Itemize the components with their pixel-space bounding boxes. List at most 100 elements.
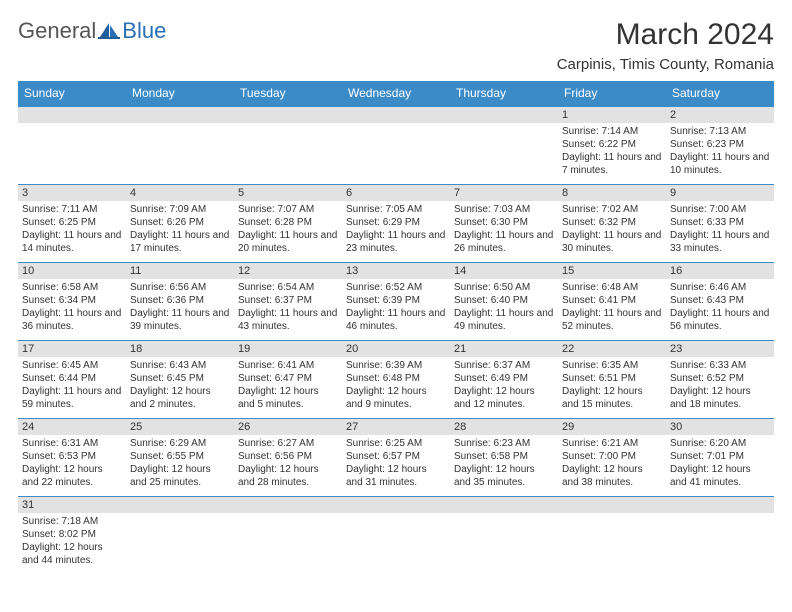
sunrise-text: Sunrise: 7:02 AM bbox=[562, 203, 662, 216]
sunrise-text: Sunrise: 6:31 AM bbox=[22, 437, 122, 450]
calendar-day-cell: 29Sunrise: 6:21 AMSunset: 7:00 PMDayligh… bbox=[558, 418, 666, 496]
day-content: Sunrise: 7:09 AMSunset: 6:26 PMDaylight:… bbox=[126, 201, 234, 259]
calendar-day-cell bbox=[126, 496, 234, 574]
sunset-text: Sunset: 6:36 PM bbox=[130, 294, 230, 307]
sunrise-text: Sunrise: 7:18 AM bbox=[22, 515, 122, 528]
daylight-text: Daylight: 12 hours and 41 minutes. bbox=[670, 463, 770, 489]
calendar-day-cell: 17Sunrise: 6:45 AMSunset: 6:44 PMDayligh… bbox=[18, 340, 126, 418]
calendar-day-cell: 16Sunrise: 6:46 AMSunset: 6:43 PMDayligh… bbox=[666, 262, 774, 340]
sunset-text: Sunset: 6:39 PM bbox=[346, 294, 446, 307]
day-number: 31 bbox=[18, 497, 126, 513]
sunset-text: Sunset: 6:53 PM bbox=[22, 450, 122, 463]
day-number: 18 bbox=[126, 341, 234, 357]
sunrise-text: Sunrise: 7:14 AM bbox=[562, 125, 662, 138]
day-content: Sunrise: 6:31 AMSunset: 6:53 PMDaylight:… bbox=[18, 435, 126, 493]
sunset-text: Sunset: 6:51 PM bbox=[562, 372, 662, 385]
daylight-text: Daylight: 12 hours and 22 minutes. bbox=[22, 463, 122, 489]
day-number: 1 bbox=[558, 107, 666, 123]
day-content: Sunrise: 6:41 AMSunset: 6:47 PMDaylight:… bbox=[234, 357, 342, 415]
sunrise-text: Sunrise: 6:54 AM bbox=[238, 281, 338, 294]
daylight-text: Daylight: 11 hours and 7 minutes. bbox=[562, 151, 662, 177]
calendar-day-cell: 6Sunrise: 7:05 AMSunset: 6:29 PMDaylight… bbox=[342, 184, 450, 262]
day-number: 28 bbox=[450, 419, 558, 435]
day-content: Sunrise: 7:11 AMSunset: 6:25 PMDaylight:… bbox=[18, 201, 126, 259]
sunrise-text: Sunrise: 7:05 AM bbox=[346, 203, 446, 216]
sunrise-text: Sunrise: 7:09 AM bbox=[130, 203, 230, 216]
sunrise-text: Sunrise: 6:39 AM bbox=[346, 359, 446, 372]
sunset-text: Sunset: 6:26 PM bbox=[130, 216, 230, 229]
daylight-text: Daylight: 11 hours and 46 minutes. bbox=[346, 307, 446, 333]
sunset-text: Sunset: 6:30 PM bbox=[454, 216, 554, 229]
location-text: Carpinis, Timis County, Romania bbox=[557, 56, 774, 73]
sunset-text: Sunset: 6:32 PM bbox=[562, 216, 662, 229]
sunset-text: Sunset: 6:33 PM bbox=[670, 216, 770, 229]
calendar-day-cell: 8Sunrise: 7:02 AMSunset: 6:32 PMDaylight… bbox=[558, 184, 666, 262]
calendar-table: Sunday Monday Tuesday Wednesday Thursday… bbox=[18, 81, 774, 574]
day-number: 23 bbox=[666, 341, 774, 357]
calendar-day-cell bbox=[666, 496, 774, 574]
day-content bbox=[450, 513, 558, 569]
day-content: Sunrise: 6:52 AMSunset: 6:39 PMDaylight:… bbox=[342, 279, 450, 337]
day-number bbox=[450, 107, 558, 123]
day-content bbox=[666, 513, 774, 569]
day-number: 13 bbox=[342, 263, 450, 279]
sunset-text: Sunset: 6:55 PM bbox=[130, 450, 230, 463]
calendar-day-cell: 15Sunrise: 6:48 AMSunset: 6:41 PMDayligh… bbox=[558, 262, 666, 340]
day-number: 5 bbox=[234, 185, 342, 201]
daylight-text: Daylight: 12 hours and 35 minutes. bbox=[454, 463, 554, 489]
page-title: March 2024 bbox=[557, 18, 774, 52]
day-number: 30 bbox=[666, 419, 774, 435]
sunset-text: Sunset: 6:45 PM bbox=[130, 372, 230, 385]
daylight-text: Daylight: 11 hours and 39 minutes. bbox=[130, 307, 230, 333]
weekday-header-row: Sunday Monday Tuesday Wednesday Thursday… bbox=[18, 81, 774, 106]
day-content bbox=[234, 123, 342, 179]
sunset-text: Sunset: 6:22 PM bbox=[562, 138, 662, 151]
sunrise-text: Sunrise: 6:43 AM bbox=[130, 359, 230, 372]
daylight-text: Daylight: 11 hours and 36 minutes. bbox=[22, 307, 122, 333]
day-number: 9 bbox=[666, 185, 774, 201]
calendar-day-cell bbox=[558, 496, 666, 574]
day-number: 10 bbox=[18, 263, 126, 279]
header: General Blue March 2024 Carpinis, Timis … bbox=[18, 18, 774, 73]
day-number: 11 bbox=[126, 263, 234, 279]
calendar-week-row: 31 Sunrise: 7:18 AMSunset: 8:02 PMDayligh… bbox=[18, 496, 774, 574]
day-number: 17 bbox=[18, 341, 126, 357]
daylight-text: Daylight: 11 hours and 30 minutes. bbox=[562, 229, 662, 255]
day-number: 26 bbox=[234, 419, 342, 435]
day-number: 12 bbox=[234, 263, 342, 279]
sunrise-text: Sunrise: 6:21 AM bbox=[562, 437, 662, 450]
sunset-text: Sunset: 6:43 PM bbox=[670, 294, 770, 307]
day-content bbox=[342, 513, 450, 569]
day-number: 2 bbox=[666, 107, 774, 123]
calendar-day-cell: 13Sunrise: 6:52 AMSunset: 6:39 PMDayligh… bbox=[342, 262, 450, 340]
day-content bbox=[342, 123, 450, 179]
day-number: 22 bbox=[558, 341, 666, 357]
day-number bbox=[234, 497, 342, 513]
day-content: Sunrise: 7:02 AMSunset: 6:32 PMDaylight:… bbox=[558, 201, 666, 259]
calendar-day-cell: 14Sunrise: 6:50 AMSunset: 6:40 PMDayligh… bbox=[450, 262, 558, 340]
sunrise-text: Sunrise: 7:07 AM bbox=[238, 203, 338, 216]
sunset-text: Sunset: 6:41 PM bbox=[562, 294, 662, 307]
day-content: Sunrise: 6:35 AMSunset: 6:51 PMDaylight:… bbox=[558, 357, 666, 415]
day-content: Sunrise: 6:29 AMSunset: 6:55 PMDaylight:… bbox=[126, 435, 234, 493]
day-number bbox=[342, 497, 450, 513]
sunset-text: Sunset: 8:02 PM bbox=[22, 528, 122, 541]
day-content: Sunrise: 6:23 AMSunset: 6:58 PMDaylight:… bbox=[450, 435, 558, 493]
day-number: 15 bbox=[558, 263, 666, 279]
sunset-text: Sunset: 6:40 PM bbox=[454, 294, 554, 307]
calendar-day-cell: 9Sunrise: 7:00 AMSunset: 6:33 PMDaylight… bbox=[666, 184, 774, 262]
day-number bbox=[126, 497, 234, 513]
sunset-text: Sunset: 6:34 PM bbox=[22, 294, 122, 307]
sunrise-text: Sunrise: 6:48 AM bbox=[562, 281, 662, 294]
day-content: Sunrise: 6:21 AMSunset: 7:00 PMDaylight:… bbox=[558, 435, 666, 493]
day-content: Sunrise: 6:20 AMSunset: 7:01 PMDaylight:… bbox=[666, 435, 774, 493]
day-number: 3 bbox=[18, 185, 126, 201]
sunrise-text: Sunrise: 7:11 AM bbox=[22, 203, 122, 216]
weekday-header: Sunday bbox=[18, 81, 126, 106]
sunrise-text: Sunrise: 6:27 AM bbox=[238, 437, 338, 450]
sunrise-text: Sunrise: 6:20 AM bbox=[670, 437, 770, 450]
sunset-text: Sunset: 6:52 PM bbox=[670, 372, 770, 385]
daylight-text: Daylight: 12 hours and 44 minutes. bbox=[22, 541, 122, 567]
logo: General Blue bbox=[18, 18, 166, 44]
sunset-text: Sunset: 6:58 PM bbox=[454, 450, 554, 463]
